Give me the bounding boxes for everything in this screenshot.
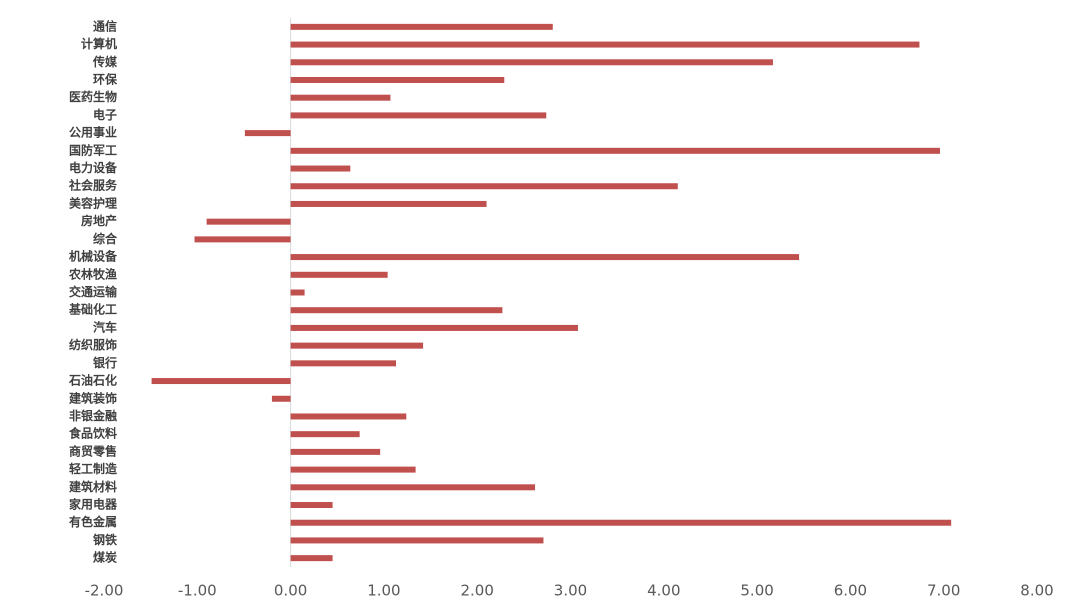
x-tick-label: 8.00 xyxy=(1020,582,1053,600)
bar xyxy=(290,448,381,455)
y-tick-label: 计算机 xyxy=(81,36,117,51)
bar xyxy=(290,431,360,438)
y-tick-label: 电子 xyxy=(93,107,117,122)
bar xyxy=(290,413,407,420)
x-tick-label: 3.00 xyxy=(554,582,587,600)
y-tick-label: 煤炭 xyxy=(93,550,117,565)
bar xyxy=(290,289,305,296)
x-tick-label: 0.00 xyxy=(274,582,307,600)
x-tick-label: 5.00 xyxy=(740,582,773,600)
y-tick-label: 有色金属 xyxy=(69,514,117,529)
bar xyxy=(290,200,487,207)
x-tick-label: 4.00 xyxy=(647,582,680,600)
y-tick-label: 银行 xyxy=(93,355,117,370)
y-tick-label: 轻工制造 xyxy=(69,461,118,476)
x-tick-label: 7.00 xyxy=(927,582,960,600)
bar xyxy=(290,466,416,473)
bar xyxy=(290,165,351,172)
bar xyxy=(290,76,505,83)
bar xyxy=(206,218,291,225)
bar xyxy=(271,395,291,402)
y-tick-label: 家用电器 xyxy=(69,497,118,512)
bar xyxy=(290,555,333,562)
y-tick-label: 建筑材料 xyxy=(68,479,117,494)
y-tick-label: 电力设备 xyxy=(69,160,118,175)
bar xyxy=(290,484,536,491)
bar xyxy=(290,519,952,526)
y-tick-label: 纺织服饰 xyxy=(69,337,117,352)
bar xyxy=(151,378,291,385)
y-tick-label: 农林牧渔 xyxy=(68,266,117,281)
bar xyxy=(290,502,333,509)
y-tick-label: 环保 xyxy=(93,71,118,86)
bar xyxy=(290,112,547,119)
y-tick-label: 国防军工 xyxy=(69,142,117,157)
bar xyxy=(290,360,397,367)
bar xyxy=(290,307,503,314)
y-tick-label: 房地产 xyxy=(81,213,117,228)
bar xyxy=(290,41,920,48)
y-tick-label: 基础化工 xyxy=(68,302,117,317)
bar xyxy=(290,23,553,30)
y-tick-label: 钢铁 xyxy=(93,532,117,547)
y-tick-label: 非银金融 xyxy=(69,408,117,423)
bar xyxy=(290,254,800,261)
y-tick-label: 公用事业 xyxy=(69,125,117,140)
y-tick-label: 商贸零售 xyxy=(69,443,117,458)
y-tick-label: 传媒 xyxy=(92,54,118,69)
x-tick-label: -1.00 xyxy=(178,582,217,600)
bar xyxy=(290,59,773,66)
bar xyxy=(290,94,391,101)
bar xyxy=(244,130,291,137)
y-tick-label: 社会服务 xyxy=(68,178,118,193)
bar xyxy=(290,324,578,331)
y-tick-label: 美容护理 xyxy=(69,195,117,210)
x-tick-label: 2.00 xyxy=(460,582,493,600)
y-tick-label: 食品饮料 xyxy=(68,426,117,441)
y-tick-label: 机械设备 xyxy=(69,249,118,264)
bar xyxy=(290,342,424,349)
x-tick-label: -2.00 xyxy=(85,582,124,600)
y-tick-label: 通信 xyxy=(93,18,117,33)
bar xyxy=(194,236,291,243)
bar xyxy=(290,271,388,278)
y-tick-label: 石油石化 xyxy=(68,373,117,388)
y-tick-label: 医药生物 xyxy=(69,89,117,104)
y-tick-label: 建筑装饰 xyxy=(68,390,117,405)
y-tick-label: 汽车 xyxy=(93,319,117,334)
bar xyxy=(290,537,544,544)
bar xyxy=(290,147,940,154)
x-tick-label: 1.00 xyxy=(367,582,400,600)
x-tick-label: 6.00 xyxy=(834,582,867,600)
y-tick-label: 综合 xyxy=(93,231,118,246)
y-tick-label: 交通运输 xyxy=(69,284,118,299)
bar xyxy=(290,183,678,190)
